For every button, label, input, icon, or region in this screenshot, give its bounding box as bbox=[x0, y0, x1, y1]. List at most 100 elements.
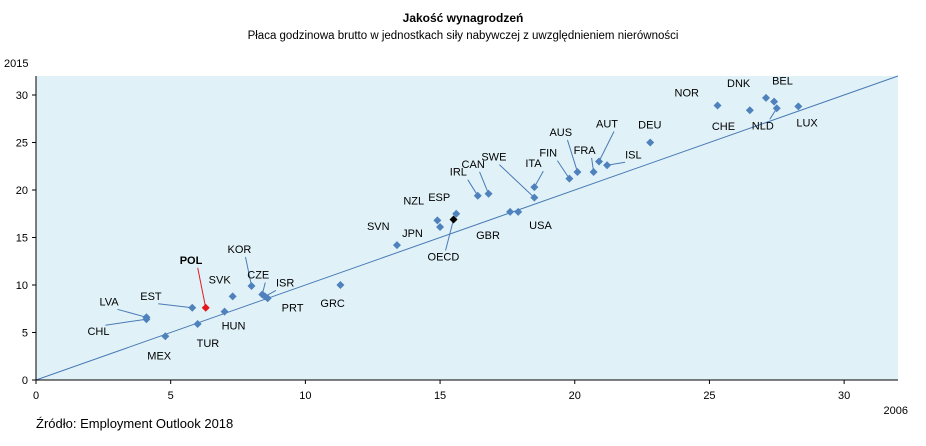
point-label-che: CHE bbox=[712, 121, 735, 133]
y-tick-label: 10 bbox=[16, 280, 28, 292]
y-tick-label: 25 bbox=[16, 138, 28, 150]
leader-line-chl bbox=[105, 318, 147, 326]
leader-line-kor bbox=[245, 256, 252, 287]
data-point-prt bbox=[263, 294, 272, 303]
data-point-pol bbox=[201, 303, 210, 312]
data-point-fin bbox=[565, 174, 574, 183]
x-tick-label: 20 bbox=[569, 390, 581, 402]
y-tick-label: 0 bbox=[22, 375, 28, 387]
point-label-aut: AUT bbox=[596, 119, 618, 131]
data-point-jpn bbox=[436, 223, 445, 232]
data-point-nzl bbox=[433, 216, 442, 225]
point-label-aus: AUS bbox=[549, 127, 572, 139]
y-tick-label: 20 bbox=[16, 185, 28, 197]
x-tick-label: 0 bbox=[33, 390, 39, 402]
point-label-tur: TUR bbox=[197, 338, 220, 350]
data-point-fra bbox=[589, 167, 598, 176]
point-label-irl: IRL bbox=[450, 167, 467, 179]
point-label-cze: CZE bbox=[247, 270, 269, 282]
leader-line-pol bbox=[197, 267, 207, 308]
data-point-svk bbox=[228, 292, 237, 301]
point-label-chl: CHL bbox=[87, 326, 109, 338]
point-label-esp: ESP bbox=[428, 192, 450, 204]
point-label-can: CAN bbox=[462, 159, 485, 171]
point-label-lva: LVA bbox=[99, 296, 119, 308]
x-axis-label: 2006 bbox=[884, 405, 908, 417]
data-point-esp bbox=[452, 209, 461, 218]
x-tick-label: 15 bbox=[434, 390, 446, 402]
data-point-ita bbox=[530, 183, 539, 192]
chart-title: Jakość wynagrodzeń bbox=[402, 11, 524, 25]
point-label-fin: FIN bbox=[539, 148, 557, 160]
point-label-nzl: NZL bbox=[403, 195, 424, 207]
data-point-che bbox=[745, 106, 754, 115]
data-point-dnk bbox=[762, 93, 771, 102]
chart-subtitle: Płaca godzinowa brutto w jednostkach sił… bbox=[247, 30, 679, 42]
leader-line-aus bbox=[566, 139, 578, 173]
data-point-nor bbox=[713, 101, 722, 110]
data-point-svn bbox=[392, 241, 401, 250]
point-label-deu: DEU bbox=[638, 120, 661, 132]
point-label-isr: ISR bbox=[276, 277, 294, 289]
data-point-bel bbox=[770, 97, 779, 106]
point-label-swe: SWE bbox=[481, 152, 506, 164]
leader-line-ita bbox=[533, 170, 544, 188]
data-point-isl bbox=[603, 161, 612, 170]
point-label-mex: MEX bbox=[147, 350, 172, 362]
point-label-pol: POL bbox=[180, 255, 203, 267]
data-point-swe bbox=[530, 193, 539, 202]
leader-line-can bbox=[479, 171, 490, 194]
point-label-grc: GRC bbox=[320, 298, 345, 310]
data-point-oecd bbox=[449, 215, 458, 224]
point-label-prt: PRT bbox=[282, 302, 304, 314]
point-label-lux: LUX bbox=[796, 117, 818, 129]
y-tick-label: 5 bbox=[22, 328, 28, 340]
point-label-gbr: GBR bbox=[476, 230, 500, 242]
point-label-nld: NLD bbox=[752, 120, 774, 132]
data-point-kor bbox=[247, 281, 256, 290]
data-point-est bbox=[188, 303, 197, 312]
data-point-deu bbox=[646, 138, 655, 147]
leader-line-swe bbox=[499, 164, 535, 198]
data-point-tur bbox=[193, 319, 202, 328]
leader-line-irl bbox=[467, 179, 479, 196]
reference-line bbox=[35, 75, 899, 381]
y-tick-label: 30 bbox=[16, 90, 28, 102]
data-point-mex bbox=[161, 332, 170, 341]
point-label-svk: SVK bbox=[209, 274, 232, 286]
data-point-gbr bbox=[506, 207, 515, 216]
data-point-lux bbox=[794, 102, 803, 111]
point-label-oecd: OECD bbox=[428, 251, 460, 263]
y-axis-label: 2015 bbox=[4, 58, 28, 70]
point-label-dnk: DNK bbox=[727, 78, 751, 90]
x-tick-label: 5 bbox=[168, 390, 174, 402]
point-label-kor: KOR bbox=[228, 244, 252, 256]
point-label-nor: NOR bbox=[675, 87, 700, 99]
data-point-irl bbox=[473, 191, 482, 200]
data-point-can bbox=[484, 189, 493, 198]
point-label-svn: SVN bbox=[367, 221, 390, 233]
leader-line-oecd bbox=[445, 219, 455, 251]
data-point-lva bbox=[142, 313, 151, 322]
leader-line-fin bbox=[556, 160, 570, 179]
leader-line-lva bbox=[117, 308, 147, 318]
source-note: Źródło: Employment Outlook 2018 bbox=[36, 416, 234, 431]
leader-line-est bbox=[158, 303, 193, 309]
point-label-bel: BEL bbox=[772, 76, 793, 88]
point-label-est: EST bbox=[140, 291, 162, 303]
y-tick-label: 15 bbox=[16, 233, 28, 245]
data-point-nld bbox=[772, 104, 781, 113]
x-tick-label: 30 bbox=[838, 390, 850, 402]
point-label-usa: USA bbox=[529, 220, 552, 232]
data-point-usa bbox=[514, 207, 523, 216]
point-label-jpn: JPN bbox=[402, 228, 423, 240]
x-tick-label: 25 bbox=[703, 390, 715, 402]
x-tick-label: 10 bbox=[299, 390, 311, 402]
point-label-ita: ITA bbox=[525, 158, 542, 170]
data-point-aus bbox=[573, 167, 582, 176]
point-label-isl: ISL bbox=[625, 149, 642, 161]
leader-line-aut bbox=[598, 131, 615, 162]
data-point-hun bbox=[220, 307, 229, 316]
data-point-aut bbox=[594, 157, 603, 166]
